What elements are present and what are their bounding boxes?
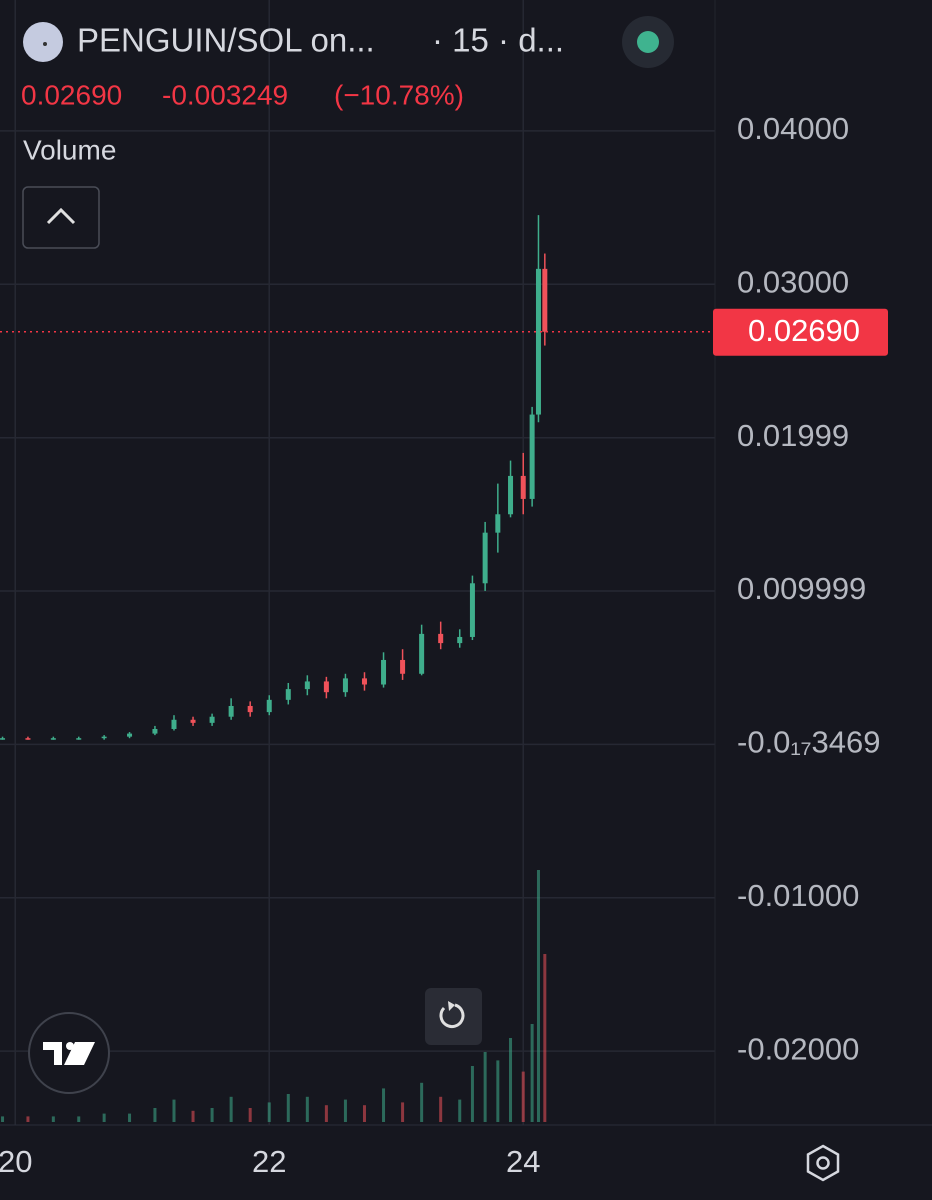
reset-button[interactable] [425, 988, 482, 1045]
candle-body [323, 681, 329, 693]
candle-body [152, 728, 158, 734]
settings-icon [816, 1156, 830, 1170]
candle-body [266, 699, 272, 713]
volume-bar [362, 1105, 366, 1122]
candle-body [419, 633, 425, 674]
volume-bar [543, 954, 547, 1122]
candle-body [247, 705, 253, 713]
y-tick-label: 0.009999 [737, 571, 866, 606]
candle-body [304, 681, 310, 690]
volume-bar [286, 1094, 290, 1122]
collapse-button[interactable] [22, 186, 100, 249]
grid [0, 0, 715, 1125]
volume-bar [172, 1099, 176, 1122]
y-tick-label: 0.04000 [737, 111, 849, 146]
y-tick-label: 0.03000 [737, 264, 849, 299]
volume-bar [1, 1116, 5, 1122]
symbol-icon-dot [43, 42, 47, 46]
candle-body [535, 268, 541, 415]
volume-bar [420, 1082, 424, 1122]
candle-body [400, 659, 406, 674]
candle-body [508, 475, 514, 515]
price: 0.02690 [21, 79, 122, 110]
settings-button[interactable] [806, 1144, 840, 1182]
symbol-title[interactable]: PENGUIN/SOL on... [77, 22, 375, 59]
y-tick-label: 0.01999 [737, 418, 849, 453]
volume-bar [536, 870, 540, 1122]
reset-icon [439, 1003, 465, 1029]
y-tick-label: -0.02000 [737, 1031, 859, 1066]
volume-bar [248, 1108, 252, 1122]
status-dot [637, 31, 659, 53]
x-tick-label: 22 [252, 1144, 286, 1179]
candle-body [495, 514, 501, 533]
candle-body [127, 733, 133, 737]
symbol-icon [23, 22, 63, 62]
volume-bar [191, 1110, 195, 1122]
candle-body [171, 719, 177, 729]
symbol-meta: · 15 · d... [432, 22, 564, 59]
y-tick-label: -0.0₁₇3469 [737, 725, 881, 760]
candle-body [209, 716, 215, 723]
volume-bar [26, 1116, 30, 1122]
last-price-label: 0.02690 [748, 313, 860, 348]
collapse-icon [46, 207, 76, 225]
candle-body [190, 719, 196, 723]
volume-bar [496, 1060, 500, 1122]
candle-body [101, 736, 107, 739]
price-change-pct: (−10.78%) [334, 79, 464, 110]
volume-bar [128, 1113, 132, 1122]
candle-body [0, 738, 6, 740]
candle-body [25, 738, 31, 740]
logo-dot [66, 1042, 74, 1050]
axis-labels: 0.04000 0.03000 0.01999 0.009999 -0.0₁₇3469 -… [0, 111, 888, 1179]
candle-body [529, 414, 535, 499]
volume-bar [267, 1102, 271, 1122]
volume-bar [51, 1116, 55, 1122]
volume-bar [439, 1096, 443, 1122]
volume-bar [324, 1105, 328, 1122]
volume-bar [229, 1096, 233, 1122]
candle-body [381, 659, 387, 685]
volume-bar [509, 1038, 513, 1122]
candle-body [361, 678, 367, 685]
last-price-box [713, 308, 888, 356]
candle-body [469, 583, 475, 637]
volume-bar [530, 1024, 534, 1122]
plot [0, 215, 715, 1122]
candle-body [50, 738, 56, 740]
volume-bar [102, 1113, 106, 1122]
candle-body [482, 532, 488, 584]
logo[interactable] [28, 1012, 110, 1094]
volume-bar [483, 1052, 487, 1122]
volume-bar [343, 1099, 347, 1122]
volume-bar [210, 1108, 214, 1122]
volume-bar [382, 1088, 386, 1122]
x-tick-label: 20 [0, 1144, 32, 1179]
candle-body [76, 738, 82, 740]
candle-body [285, 689, 291, 700]
volume-bar [458, 1099, 462, 1122]
candle-body [520, 475, 526, 499]
volume-bar [305, 1096, 309, 1122]
x-tick-label: 24 [506, 1144, 540, 1179]
volume-bar [153, 1108, 157, 1122]
candle-body [342, 678, 348, 693]
candle-body [542, 268, 548, 332]
logo-mark [43, 1042, 95, 1065]
reset-arrow [448, 1001, 455, 1011]
candle-body [228, 705, 234, 717]
volume-bar [521, 1071, 525, 1122]
volume-bar [401, 1102, 405, 1122]
price-change: -0.003249 [162, 79, 288, 110]
candle-body [457, 636, 463, 644]
volume-legend: Volume [23, 134, 116, 165]
candle-body [438, 633, 444, 644]
volume-bar [470, 1066, 474, 1122]
volume-bar [77, 1116, 81, 1122]
y-tick-label: -0.01000 [737, 878, 859, 913]
